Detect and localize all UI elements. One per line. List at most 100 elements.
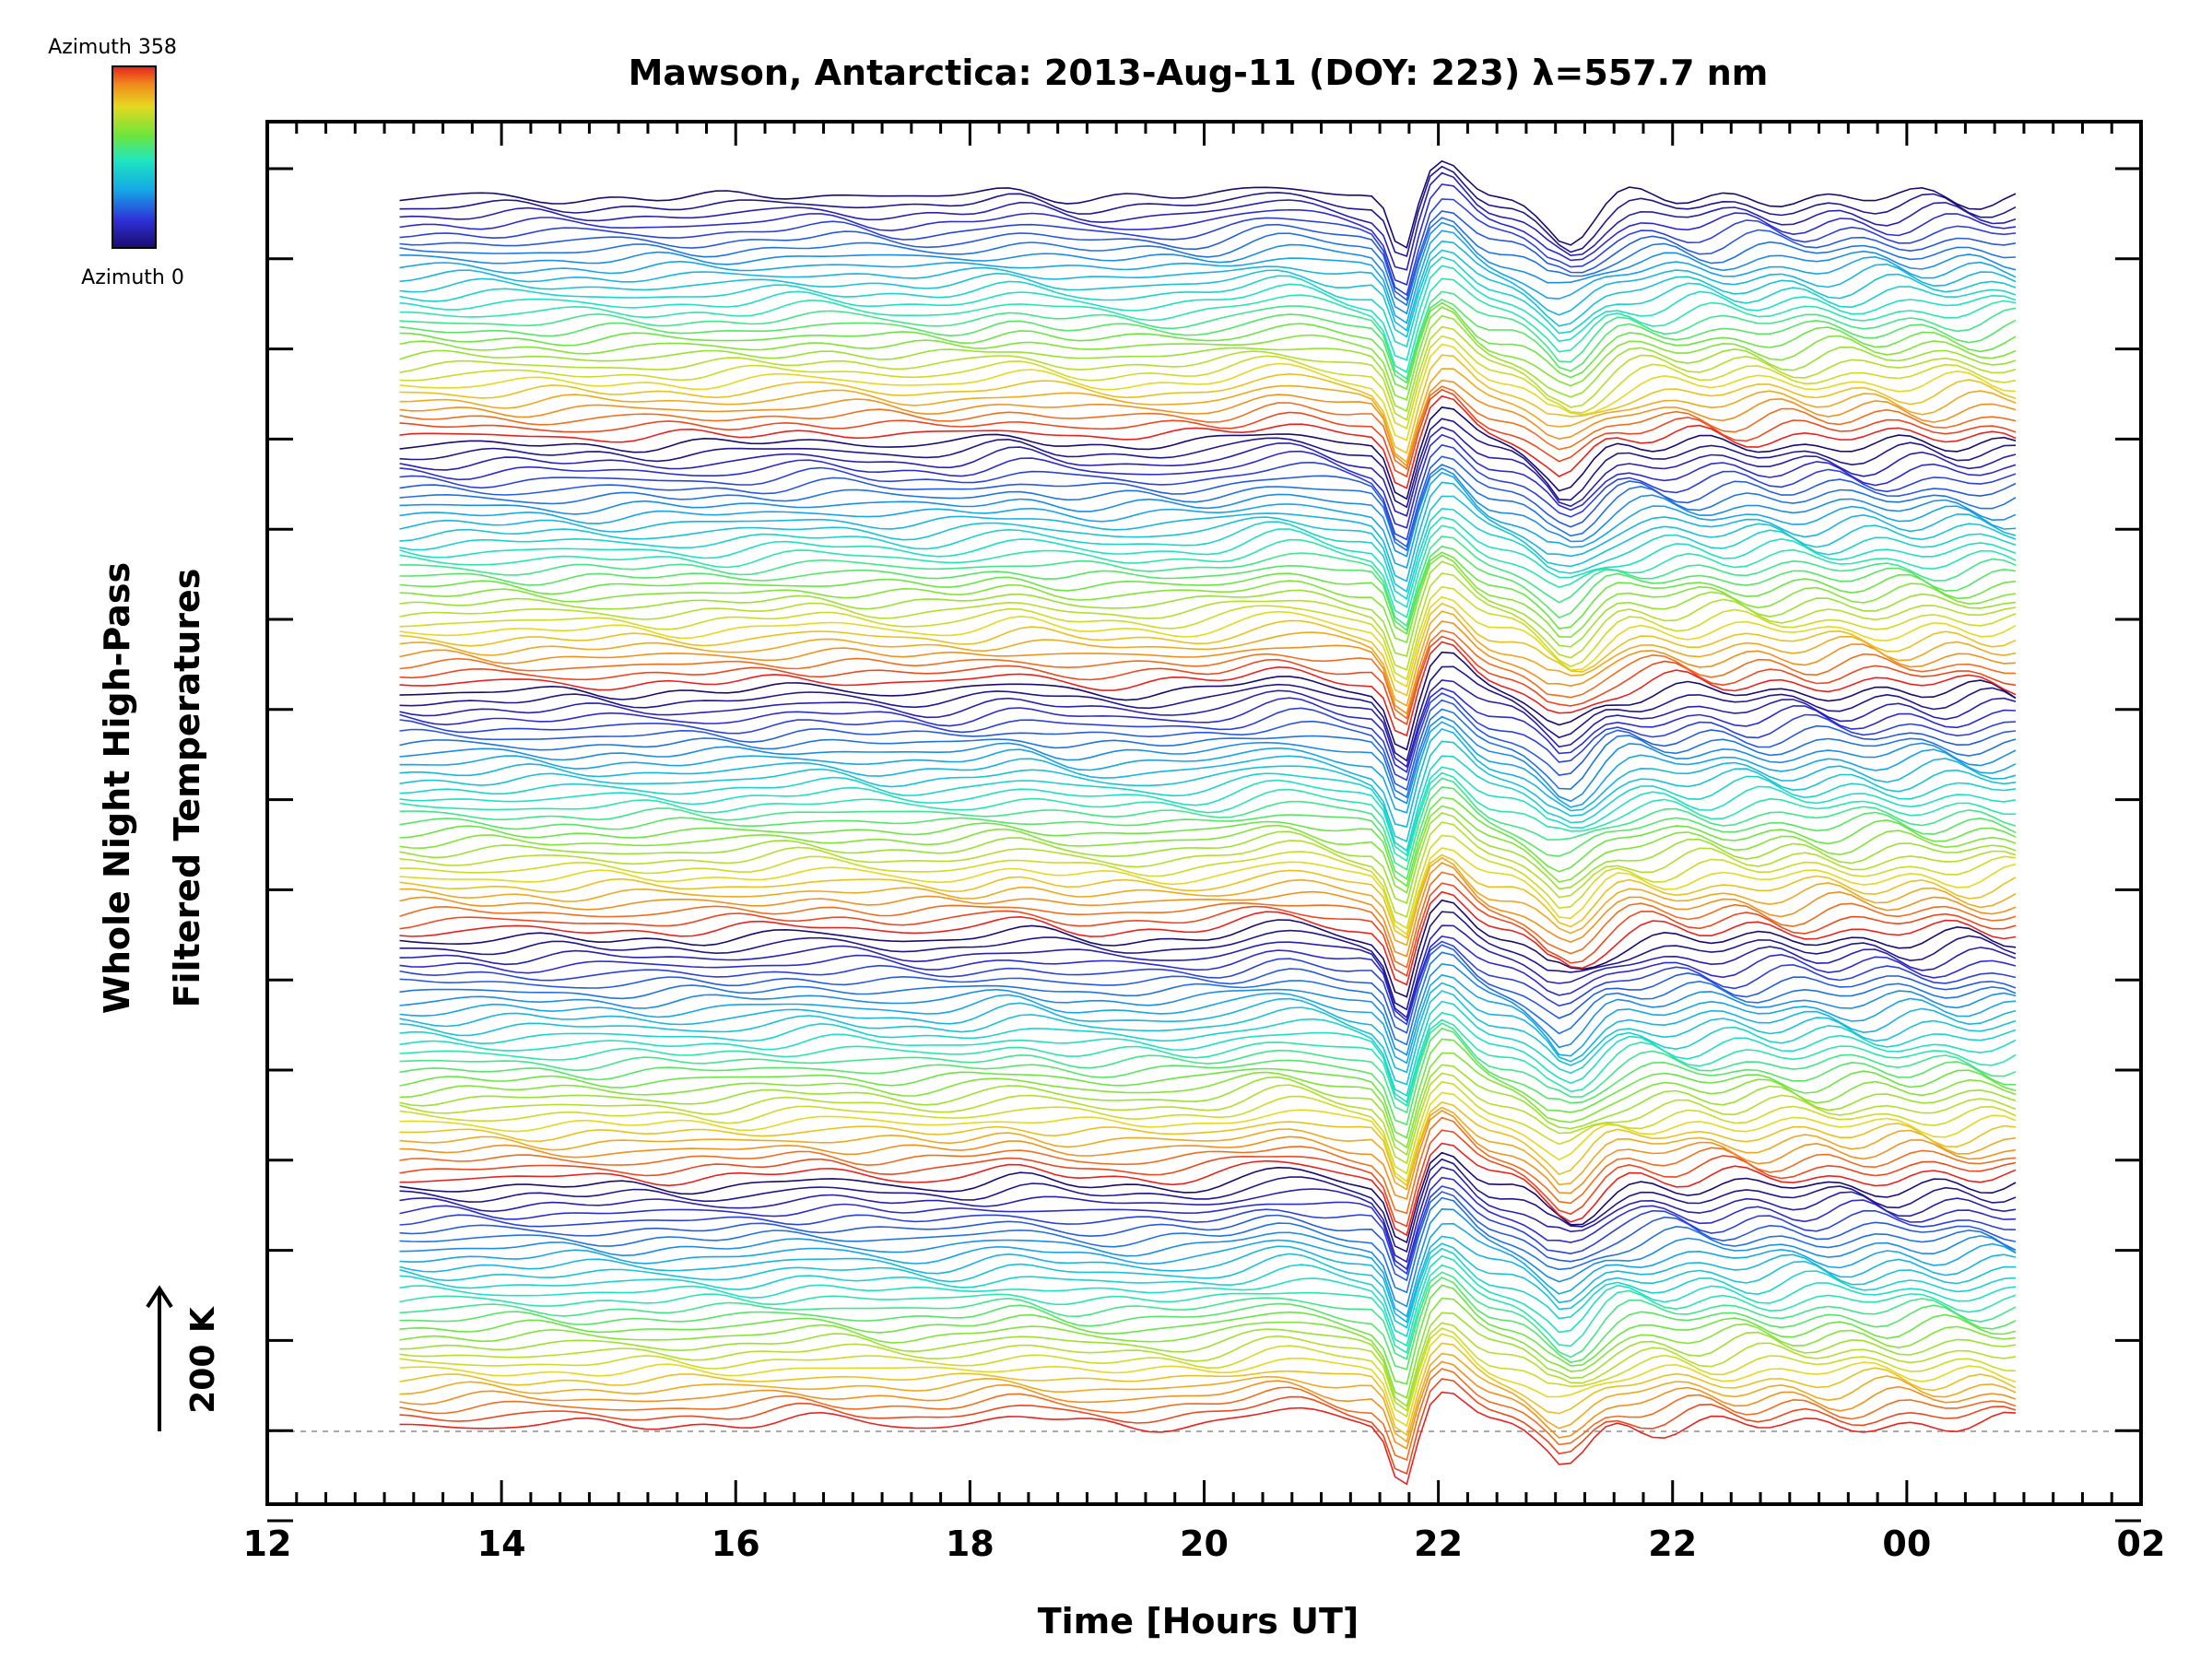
series-line (399, 516, 2017, 608)
series-line (399, 620, 2017, 715)
series-line (399, 1247, 2017, 1338)
series-line (399, 507, 2017, 601)
series-line (399, 343, 2017, 441)
series-line (399, 314, 2017, 413)
series-line (399, 301, 2017, 391)
series-line (399, 715, 2017, 805)
x-tick-label: 12 (243, 1524, 292, 1564)
x-axis-label: Time [Hours UT] (1038, 1601, 1359, 1641)
series-line (399, 1391, 2017, 1486)
series-line (399, 1022, 2017, 1114)
series-line (399, 1352, 2017, 1443)
series-line (399, 1018, 2017, 1107)
series-line (399, 1038, 2017, 1139)
series-line (399, 455, 2017, 548)
series-line (399, 1064, 2017, 1157)
y-axis-label: Whole Night High-Pass Filtered Temperatu… (97, 562, 207, 1014)
series-line (399, 1333, 2017, 1428)
series-line (399, 708, 2017, 799)
series-line (399, 944, 2017, 1034)
series-line (399, 277, 2017, 373)
series-line (399, 1027, 2017, 1126)
x-tick-label: 00 (1882, 1524, 1931, 1564)
series-line (399, 871, 2017, 969)
series-line (399, 1297, 2017, 1399)
series-line (399, 1196, 2017, 1294)
series-line (399, 911, 2017, 1011)
series-line (399, 388, 2017, 478)
series-line (399, 240, 2017, 332)
series-line (399, 1185, 2017, 1276)
series-line (399, 221, 2017, 315)
series-line (399, 1101, 2017, 1187)
colorbar-top-label: Azimuth 358 (48, 36, 177, 59)
chart-title: Mawson, Antarctica: 2013-Aug-11 (DOY: 22… (629, 53, 1769, 93)
series-line (399, 306, 2017, 401)
series-line (399, 962, 2017, 1056)
series-line (399, 335, 2017, 430)
series-line (399, 766, 2017, 857)
series-line (399, 862, 2017, 958)
series-line (399, 1276, 2017, 1371)
series-line (399, 1254, 2017, 1347)
series-line (399, 418, 2017, 509)
scale-bar: 200 K (146, 1285, 222, 1431)
colorbar-gradient (112, 65, 157, 249)
x-tick-label: 16 (712, 1524, 760, 1564)
series-line (399, 299, 2017, 384)
series-line (399, 687, 2017, 773)
series-line (399, 679, 2017, 769)
axes-group: 12 14 16 18 20 22 22 00 02 (243, 120, 2165, 1564)
series-line (399, 973, 2017, 1065)
series-line (399, 771, 2017, 863)
series-line (399, 595, 2017, 688)
x-tick-label: 18 (946, 1524, 994, 1564)
series-line (399, 890, 2017, 986)
series-line (399, 265, 2017, 361)
series-line (399, 1327, 2017, 1418)
series-line (399, 394, 2017, 489)
series-line (399, 217, 2017, 307)
series-line (399, 727, 2017, 829)
series-line (399, 641, 2017, 737)
series-line (399, 524, 2017, 618)
x-tick-label: 20 (1180, 1524, 1229, 1564)
colorbar: Azimuth 358 Azimuth 0 (48, 36, 184, 289)
series-line (399, 256, 2017, 348)
series-line (399, 1271, 2017, 1360)
series-line (399, 940, 2017, 1026)
series-line (399, 471, 2017, 570)
series-line (399, 1222, 2017, 1318)
series-line (399, 495, 2017, 594)
series-line (399, 924, 2017, 1019)
x-tick-label: 22 (1414, 1524, 1463, 1564)
series-line (399, 481, 2017, 582)
series-line (399, 1116, 2017, 1215)
series-line (399, 249, 2017, 338)
series-line (399, 171, 2017, 271)
series-line (399, 1091, 2017, 1183)
series-line (399, 467, 2017, 558)
series-line (399, 183, 2017, 286)
series-line (399, 1110, 2017, 1200)
series-line (399, 796, 2017, 888)
series-line (399, 1368, 2017, 1461)
series-line (399, 805, 2017, 894)
series-line (399, 785, 2017, 880)
series-line (399, 554, 2017, 644)
series-line (399, 379, 2017, 467)
series-line (399, 1322, 2017, 1412)
series-line (399, 1166, 2017, 1264)
series-line (399, 464, 2017, 552)
series-group (399, 159, 2017, 1486)
series-line (399, 1052, 2017, 1149)
series-line (399, 385, 2017, 471)
series-line (399, 1191, 2017, 1282)
series-line (399, 1106, 2017, 1191)
series-line (399, 354, 2017, 454)
series-line (399, 1207, 2017, 1308)
y-axis-label-line2: Filtered Temperatures (167, 569, 207, 1008)
series-line (399, 834, 2017, 930)
series-line (399, 721, 2017, 814)
